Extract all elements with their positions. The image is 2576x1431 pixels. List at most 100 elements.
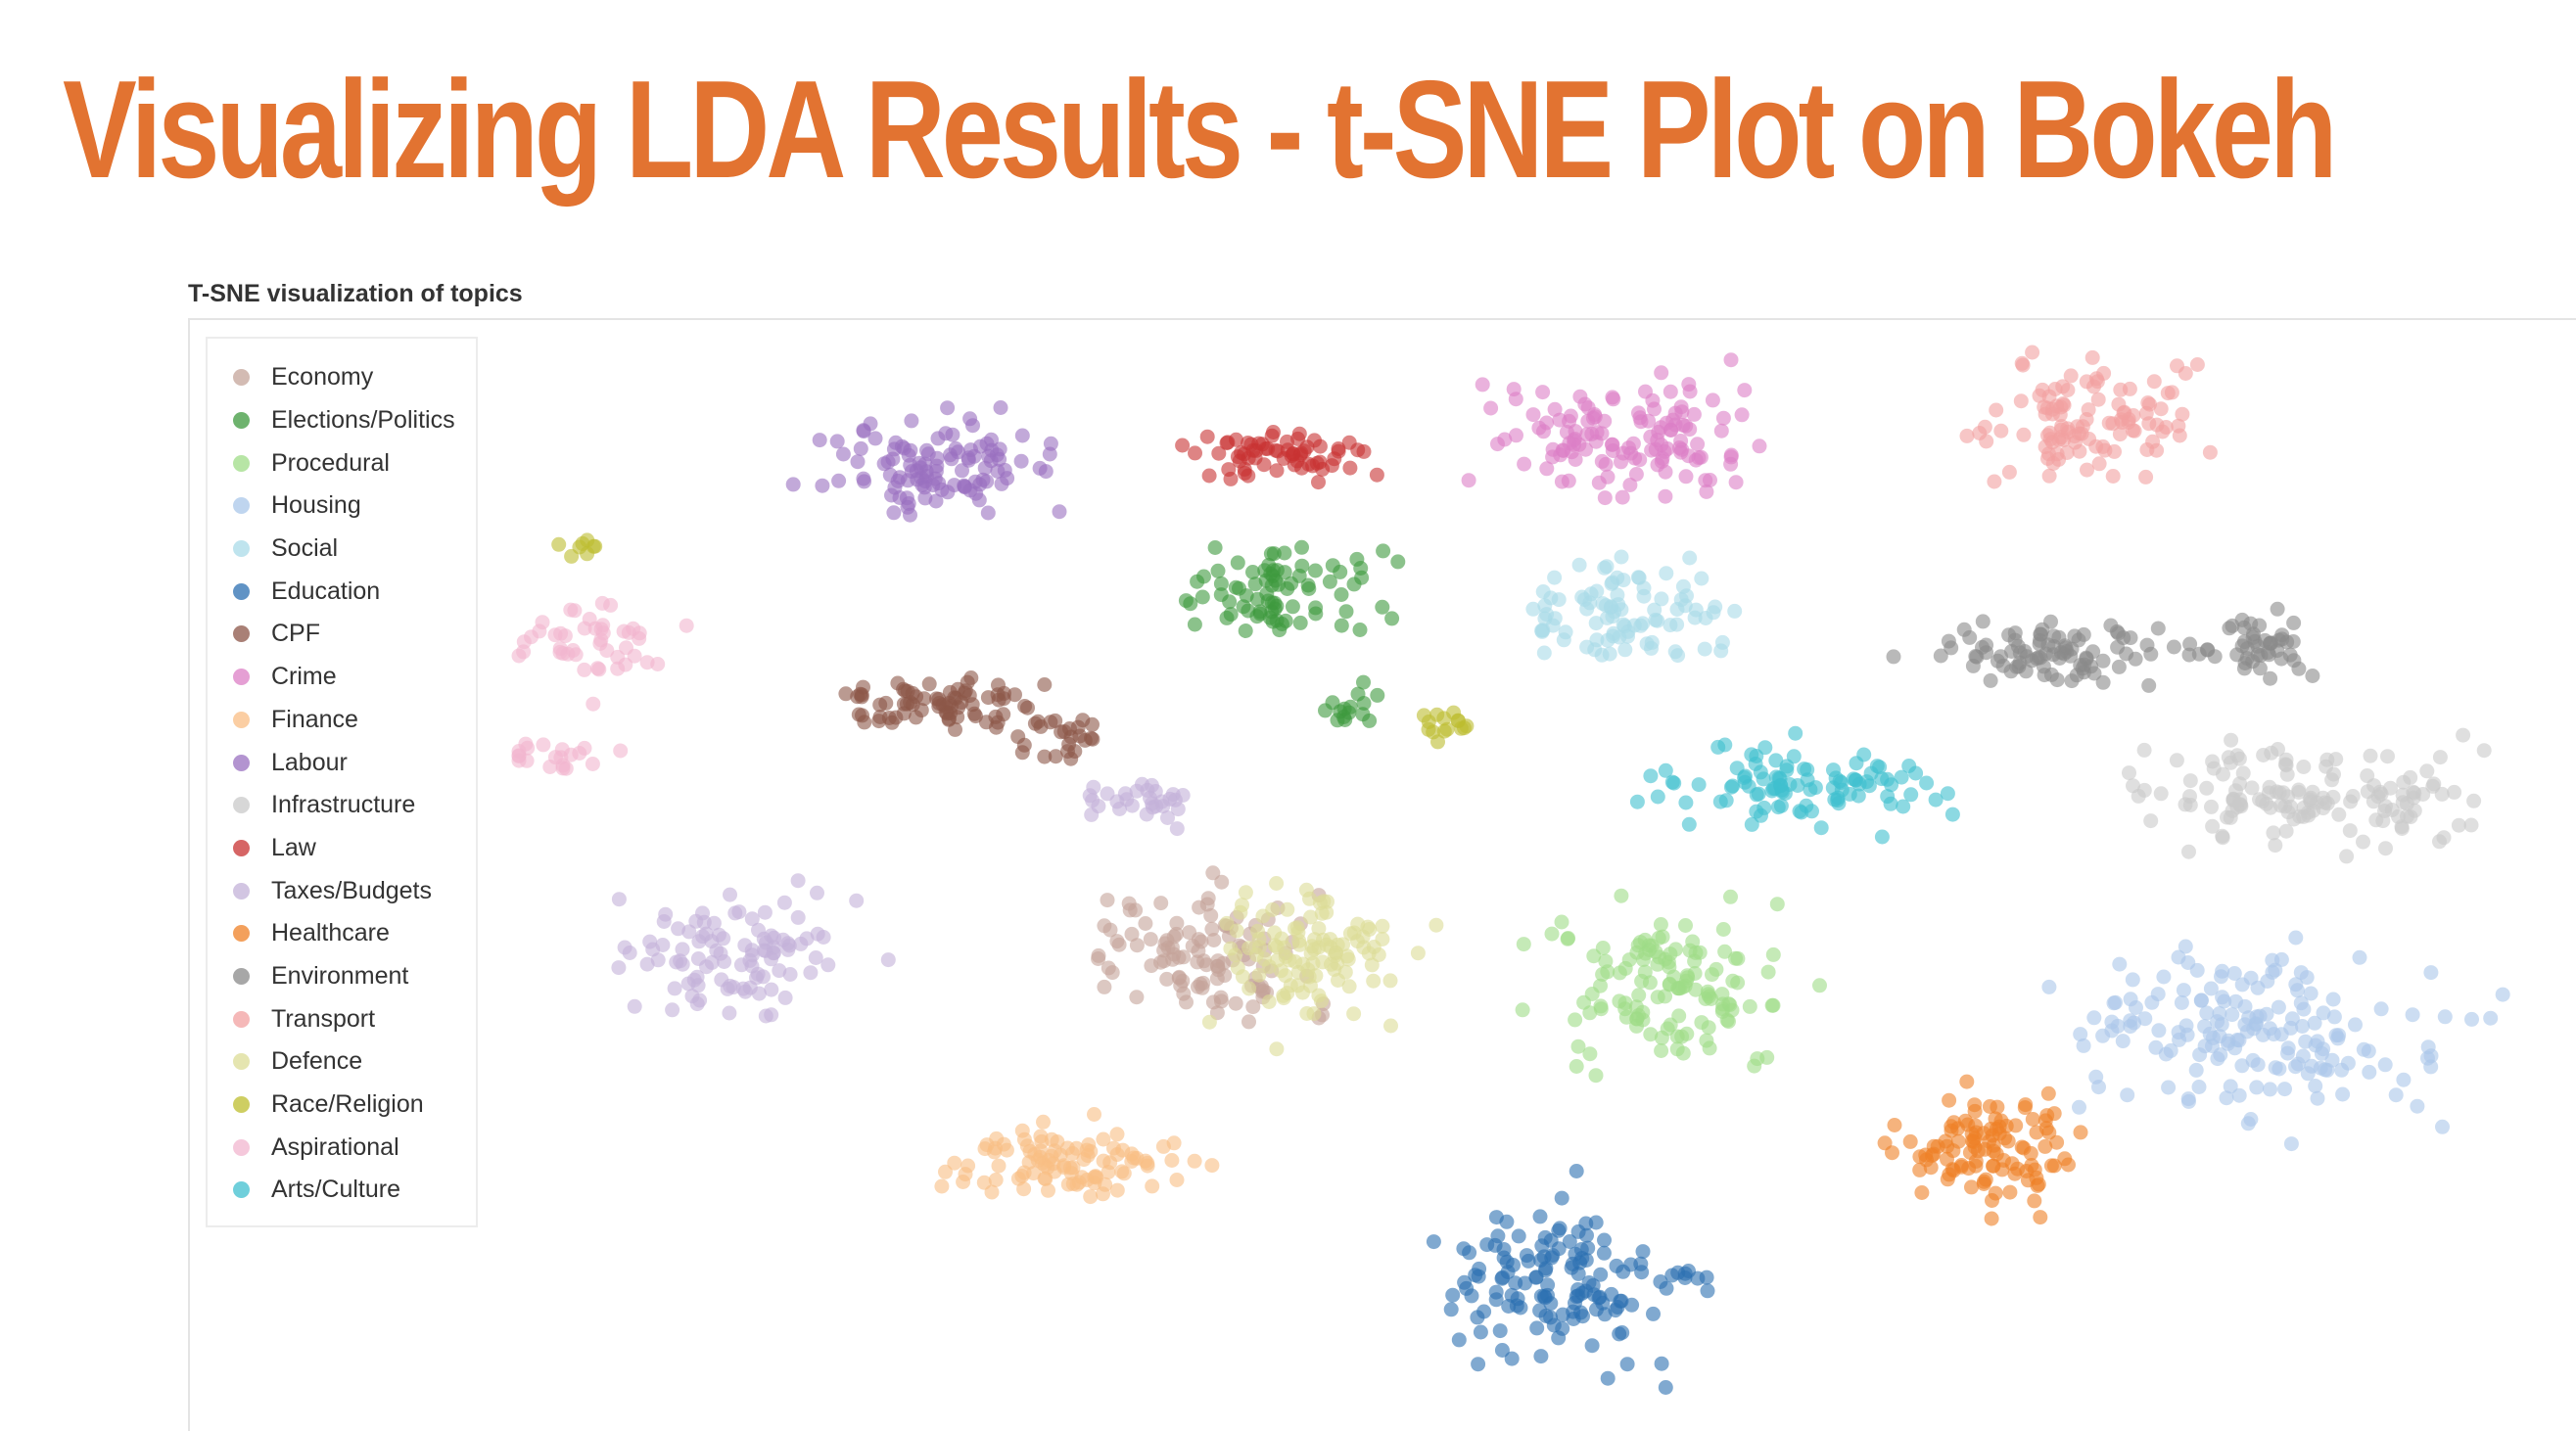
scatter-point[interactable]	[880, 454, 896, 470]
scatter-point[interactable]	[1248, 442, 1264, 458]
scatter-point[interactable]	[1737, 770, 1752, 785]
scatter-point[interactable]	[2278, 823, 2294, 839]
scatter-point[interactable]	[1536, 1289, 1552, 1305]
scatter-point[interactable]	[1430, 734, 1445, 750]
scatter-point[interactable]	[1606, 628, 1620, 644]
scatter-point[interactable]	[2095, 439, 2111, 454]
scatter-point[interactable]	[780, 942, 796, 957]
scatter-point[interactable]	[958, 1167, 973, 1182]
scatter-point[interactable]	[2250, 1057, 2266, 1073]
scatter-point[interactable]	[1241, 941, 1257, 956]
scatter-point[interactable]	[1525, 601, 1541, 617]
scatter-point[interactable]	[931, 696, 947, 711]
scatter-point[interactable]	[1597, 490, 1613, 506]
scatter-point[interactable]	[2234, 1058, 2250, 1074]
scatter-point[interactable]	[1588, 616, 1604, 631]
scatter-point[interactable]	[2002, 1184, 2018, 1200]
scatter-point[interactable]	[1642, 975, 1658, 991]
scatter-point[interactable]	[1156, 953, 1172, 969]
scatter-point[interactable]	[1319, 937, 1335, 952]
scatter-point[interactable]	[1364, 957, 1380, 973]
scatter-point[interactable]	[2483, 1010, 2499, 1026]
scatter-point[interactable]	[1238, 885, 1253, 900]
scatter-point[interactable]	[1749, 787, 1764, 803]
scatter-point[interactable]	[2388, 1087, 2404, 1103]
scatter-point[interactable]	[2088, 1069, 2104, 1085]
scatter-point[interactable]	[756, 931, 772, 946]
scatter-point[interactable]	[1476, 1304, 1492, 1319]
scatter-point[interactable]	[2348, 1017, 2363, 1033]
scatter-point[interactable]	[577, 662, 592, 677]
scatter-point[interactable]	[1228, 995, 1243, 1011]
scatter-point[interactable]	[1251, 940, 1267, 955]
scatter-point[interactable]	[1091, 799, 1106, 814]
scatter-point[interactable]	[1842, 786, 1857, 802]
scatter-point[interactable]	[1562, 436, 1577, 451]
scatter-point[interactable]	[914, 478, 930, 492]
scatter-point[interactable]	[1271, 577, 1287, 592]
scatter-point[interactable]	[1941, 633, 1956, 649]
scatter-point[interactable]	[1369, 467, 1384, 483]
scatter-point[interactable]	[1678, 469, 1694, 485]
scatter-point[interactable]	[1222, 594, 1238, 610]
scatter-point[interactable]	[2283, 1136, 2299, 1152]
scatter-point[interactable]	[829, 434, 845, 449]
scatter-point[interactable]	[940, 485, 956, 500]
scatter-point[interactable]	[991, 1158, 1007, 1174]
scatter-point[interactable]	[882, 467, 898, 483]
scatter-point[interactable]	[1144, 958, 1159, 974]
scatter-point[interactable]	[2310, 1090, 2325, 1106]
scatter-point[interactable]	[1942, 1092, 1957, 1108]
scatter-point[interactable]	[2339, 849, 2355, 864]
scatter-point[interactable]	[1167, 792, 1183, 808]
scatter-point[interactable]	[2090, 392, 2106, 407]
scatter-point[interactable]	[1718, 793, 1734, 808]
scatter-point[interactable]	[888, 710, 904, 725]
scatter-point[interactable]	[2356, 834, 2370, 850]
legend-item[interactable]: Crime	[208, 656, 476, 699]
scatter-point[interactable]	[1316, 894, 1332, 909]
scatter-point[interactable]	[1065, 1160, 1081, 1176]
scatter-point[interactable]	[857, 715, 872, 730]
scatter-point[interactable]	[716, 931, 731, 946]
scatter-point[interactable]	[2396, 1072, 2412, 1087]
scatter-point[interactable]	[1330, 937, 1345, 952]
scatter-point[interactable]	[1322, 574, 1337, 589]
scatter-point[interactable]	[1769, 897, 1785, 912]
scatter-point[interactable]	[536, 737, 551, 753]
scatter-point[interactable]	[1237, 446, 1252, 462]
scatter-point[interactable]	[2405, 1007, 2420, 1023]
scatter-point[interactable]	[983, 453, 999, 469]
scatter-point[interactable]	[1160, 810, 1175, 825]
scatter-point[interactable]	[1650, 433, 1665, 448]
legend[interactable]: Economy Elections/Politics Procedural Housi…	[206, 337, 478, 1227]
scatter-point[interactable]	[878, 695, 894, 711]
scatter-point[interactable]	[1664, 1268, 1680, 1283]
scatter-point[interactable]	[1586, 948, 1602, 964]
scatter-point[interactable]	[1975, 614, 1991, 629]
scatter-point[interactable]	[1292, 615, 1308, 630]
scatter-point[interactable]	[1241, 468, 1256, 484]
scatter-point[interactable]	[1250, 923, 1265, 939]
scatter-point[interactable]	[1511, 1228, 1526, 1244]
scatter-point[interactable]	[1658, 989, 1672, 1004]
scatter-point[interactable]	[1308, 563, 1323, 578]
scatter-point[interactable]	[2116, 630, 2131, 646]
scatter-point[interactable]	[947, 1155, 962, 1171]
scatter-point[interactable]	[2035, 622, 2050, 637]
scatter-point[interactable]	[960, 674, 975, 690]
scatter-point[interactable]	[1569, 1059, 1584, 1074]
scatter-point[interactable]	[1276, 988, 1291, 1003]
scatter-point[interactable]	[920, 446, 936, 462]
scatter-point[interactable]	[594, 595, 610, 611]
scatter-point[interactable]	[1687, 610, 1703, 625]
scatter-point[interactable]	[1301, 581, 1317, 596]
scatter-point[interactable]	[2153, 786, 2169, 802]
scatter-point[interactable]	[2037, 1138, 2053, 1154]
scatter-point[interactable]	[1653, 917, 1668, 932]
scatter-point[interactable]	[1052, 504, 1067, 520]
scatter-point[interactable]	[511, 748, 527, 763]
scatter-point[interactable]	[2153, 401, 2169, 417]
scatter-point[interactable]	[1083, 1189, 1099, 1205]
scatter-point[interactable]	[2304, 1058, 2319, 1074]
